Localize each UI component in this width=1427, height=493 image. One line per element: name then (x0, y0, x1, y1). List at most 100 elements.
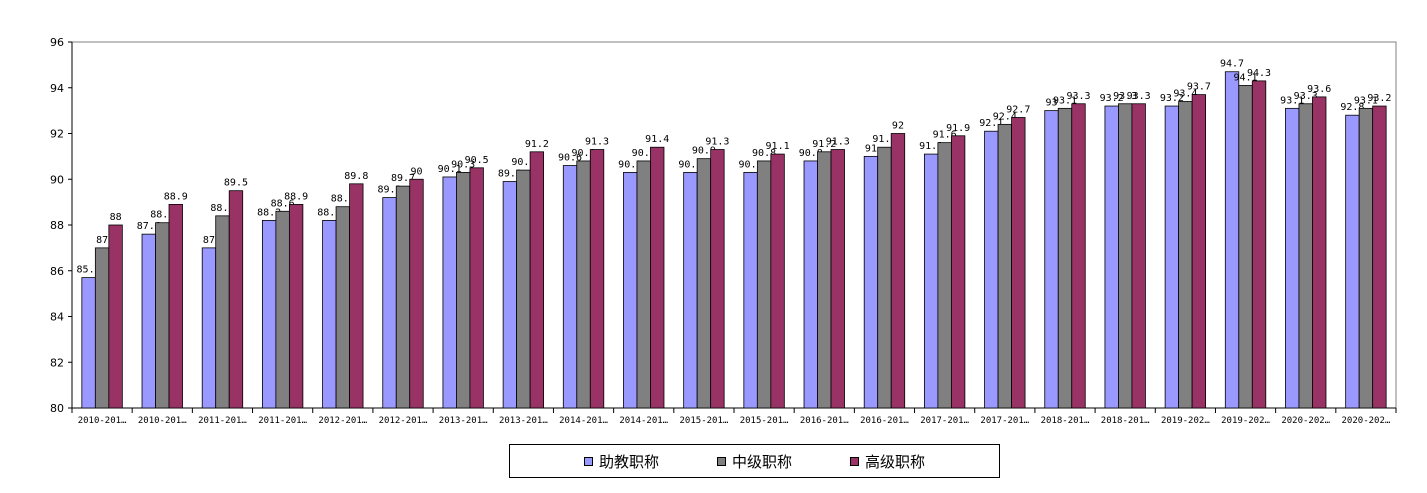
data-label: 93.3 (1127, 91, 1151, 102)
data-label: 90.8 (752, 148, 776, 159)
bar (155, 222, 170, 409)
x-tick-label: 2014-201… (559, 416, 608, 426)
data-label: 87 (96, 235, 108, 246)
bar (636, 160, 651, 409)
x-tick-label: 2018-201… (1101, 416, 1150, 426)
data-label: 89.9 (498, 169, 522, 180)
bar (502, 181, 518, 409)
bar (562, 165, 578, 409)
bar (1131, 103, 1146, 409)
bar (863, 155, 879, 409)
bar (830, 149, 845, 409)
bar (529, 151, 545, 409)
y-tick-label: 88 (50, 219, 64, 232)
bar (141, 233, 156, 409)
bar (456, 171, 471, 409)
legend-swatch (583, 456, 593, 466)
data-label: 91.4 (872, 134, 896, 145)
y-tick-label: 82 (50, 356, 64, 369)
bar (890, 133, 906, 409)
bar (1104, 105, 1119, 409)
bar (275, 210, 290, 409)
bar (1224, 71, 1240, 409)
legend-label: 中级职称 (731, 452, 792, 471)
bar (1358, 107, 1374, 409)
data-label: 94.1 (1233, 72, 1257, 83)
bar (1118, 103, 1133, 409)
data-label: 88.2 (317, 207, 341, 218)
bar (442, 176, 457, 409)
data-label: 90 (410, 166, 422, 177)
data-label: 90.5 (465, 155, 489, 166)
data-label: 93.3 (1294, 91, 1318, 102)
data-label: 88.1 (150, 210, 174, 221)
bar (215, 215, 230, 409)
data-label: 91.3 (705, 137, 729, 148)
y-tick-label: 84 (50, 311, 64, 324)
legend-label: 高级职称 (865, 452, 926, 471)
bar (770, 153, 785, 409)
x-tick-label: 2010-201… (78, 416, 127, 426)
data-label: 88.2 (257, 207, 281, 218)
bar (382, 197, 397, 409)
x-tick-label: 2016-201… (800, 416, 849, 426)
y-tick-label: 90 (50, 173, 64, 186)
bar (696, 158, 712, 409)
bar (1238, 85, 1253, 409)
data-label: 87 (203, 235, 215, 246)
data-label: 88.9 (284, 191, 308, 202)
y-tick-label: 80 (50, 402, 64, 415)
data-label: 90.8 (571, 148, 595, 159)
data-label: 88.9 (164, 191, 188, 202)
bar (469, 167, 484, 409)
data-label: 91.4 (645, 134, 669, 145)
x-tick-label: 2017-201… (920, 416, 969, 426)
data-label: 90.1 (438, 164, 462, 175)
y-tick-label: 86 (50, 265, 64, 278)
bar (349, 183, 364, 409)
bar (1164, 105, 1180, 409)
bar (984, 130, 999, 409)
bar (322, 220, 337, 409)
data-label: 90.3 (618, 159, 642, 170)
data-label: 92 (892, 121, 904, 132)
data-label: 93.1 (1280, 95, 1304, 106)
bar (201, 247, 217, 409)
bar (710, 149, 725, 409)
bar (228, 190, 244, 409)
bar (81, 277, 96, 409)
data-label: 90.3 (678, 159, 702, 170)
bar (1285, 107, 1300, 409)
x-tick-label: 2019-202… (1161, 416, 1210, 426)
data-label: 91.6 (933, 130, 957, 141)
bar (650, 146, 665, 409)
data-label: 93.6 (1307, 84, 1331, 95)
x-tick-label: 2015-201… (680, 416, 729, 426)
data-label: 93.1 (1053, 95, 1077, 106)
bar (756, 160, 772, 409)
data-label: 91.3 (826, 137, 850, 148)
chart-canvas: 80 82 84 86 88 90 92 94 96 2010-201… 2010-201… 2011… (50, 36, 1397, 426)
legend-item: 高级职称 (850, 451, 925, 472)
data-label: 92.4 (993, 111, 1017, 122)
legend-item: 助教职称 (583, 451, 659, 472)
bar (817, 151, 832, 409)
data-label: 90.8 (632, 148, 656, 159)
y-tick-label: 96 (50, 36, 64, 49)
bar (288, 204, 304, 409)
x-tick-label: 2012-201… (379, 416, 428, 426)
bar (1345, 114, 1360, 409)
bar (409, 178, 424, 409)
bar (1071, 103, 1086, 409)
data-label: 90.3 (451, 159, 475, 170)
bar (1372, 105, 1387, 409)
bar (168, 204, 183, 409)
x-tick-label: 2012-201… (318, 416, 367, 426)
x-tick-label: 2017-201… (980, 416, 1029, 426)
bar (997, 123, 1012, 409)
chart-legend: 助教职称 中级职称 高级职称 (509, 444, 1000, 478)
data-label: 93.2 (1367, 93, 1391, 104)
bar (683, 171, 698, 409)
bar (1251, 80, 1267, 409)
bar (516, 169, 531, 409)
